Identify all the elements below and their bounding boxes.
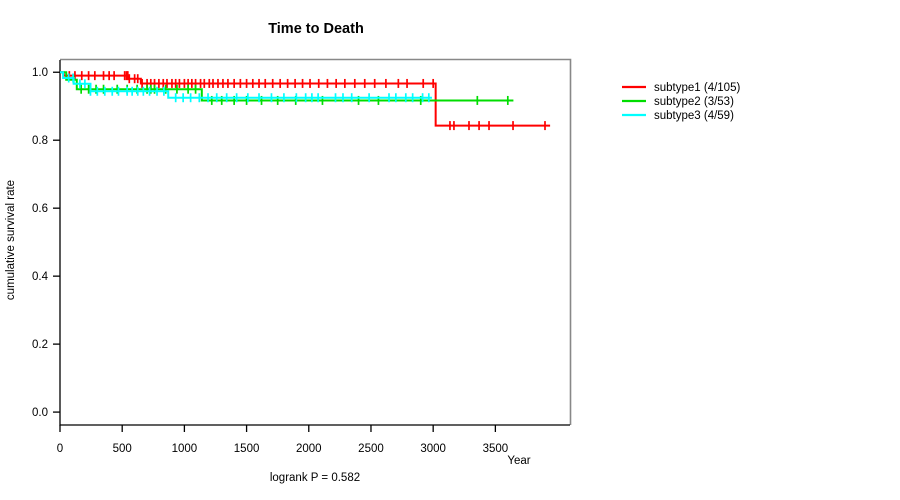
legend-label-subtype2: subtype2 (3/53) bbox=[654, 96, 734, 108]
series-curves bbox=[60, 71, 551, 131]
y-tick-label: 0.0 bbox=[32, 407, 48, 419]
plot-border-axis bbox=[59, 60, 570, 426]
legend: subtype1 (4/105) subtype2 (3/53) subtype3 … bbox=[622, 82, 740, 122]
x-tick-label: 1000 bbox=[172, 443, 198, 455]
x-axis-label: Year bbox=[507, 455, 530, 467]
x-tick-label: 500 bbox=[113, 443, 132, 455]
x-tick-label: 2500 bbox=[358, 443, 384, 455]
legend-label-subtype1: subtype1 (4/105) bbox=[654, 82, 740, 94]
chart-title: Time to Death bbox=[268, 21, 364, 37]
y-tick-label: 0.2 bbox=[32, 339, 48, 351]
y-tick-label: 0.4 bbox=[32, 271, 49, 283]
x-axis: 0 500 1000 1500 2000 2500 3000 3500 bbox=[57, 425, 508, 455]
logrank-annotation: logrank P = 0.582 bbox=[270, 472, 360, 484]
y-tick-label: 0.6 bbox=[32, 203, 48, 215]
plot-border-top-right bbox=[60, 58, 572, 425]
y-tick-label: 0.8 bbox=[32, 135, 48, 147]
legend-label-subtype3: subtype3 (4/59) bbox=[654, 110, 734, 122]
x-tick-label: 3500 bbox=[483, 443, 509, 455]
x-tick-label: 1500 bbox=[234, 443, 260, 455]
x-tick-label: 3000 bbox=[420, 443, 446, 455]
curve-subtype3 bbox=[60, 71, 432, 99]
y-axis: 0.0 0.2 0.4 0.6 0.8 1.0 bbox=[32, 67, 60, 419]
y-tick-label: 1.0 bbox=[32, 67, 48, 79]
x-tick-label: 2000 bbox=[296, 443, 322, 455]
y-axis-label: cumulative survival rate bbox=[5, 180, 17, 300]
x-tick-label: 0 bbox=[57, 443, 63, 455]
